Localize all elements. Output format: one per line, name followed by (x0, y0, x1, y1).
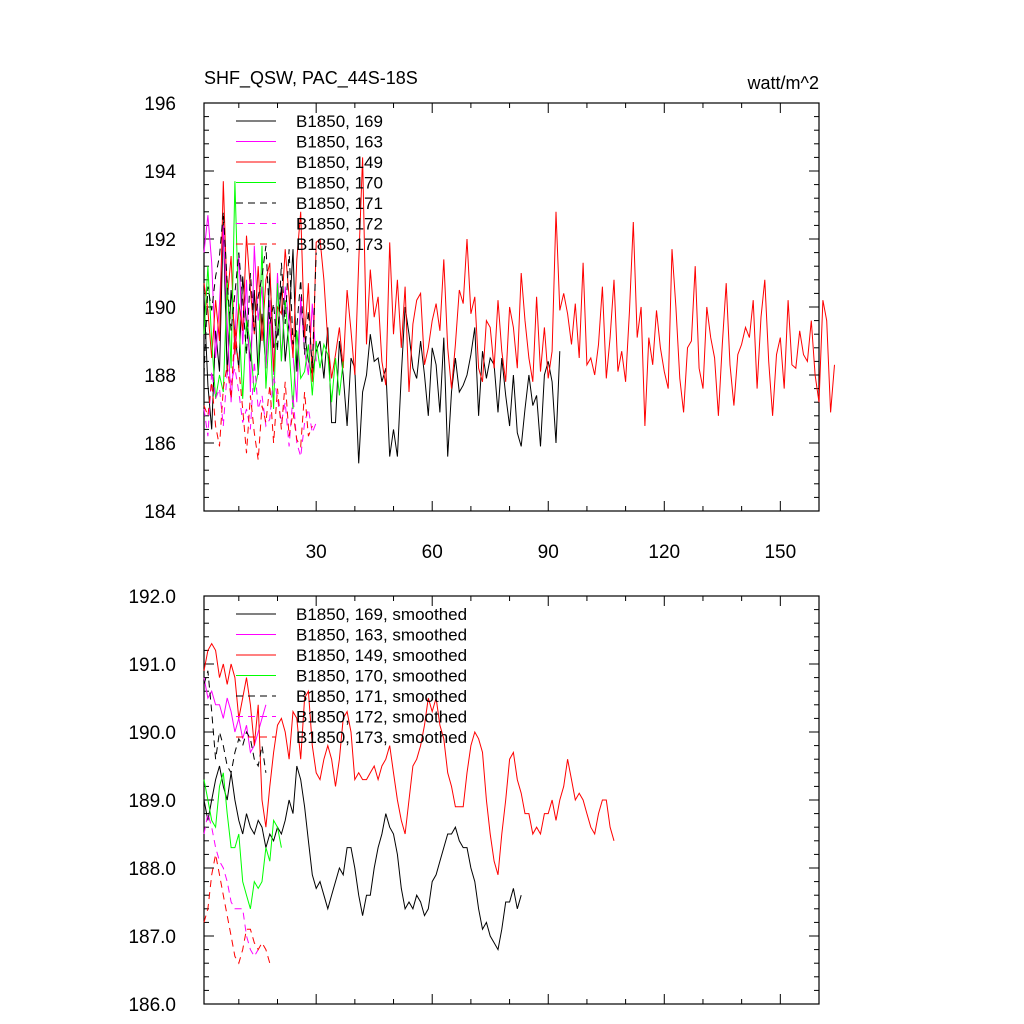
y-tick-label: 192 (144, 230, 176, 251)
y-tick-label: 189.0 (128, 791, 176, 812)
y-tick-label: 191.0 (128, 655, 176, 676)
x-tick-label: 60 (422, 542, 443, 563)
x-tick-label: 120 (648, 542, 680, 563)
bottom-legend: B1850, 169, smoothed B1850, 163, smoothed… (236, 605, 467, 747)
y-tick-label: 196 (144, 94, 176, 115)
series-line-5 (203, 670, 267, 775)
legend-label-1: B1850, 169, smoothed (296, 605, 467, 624)
series-line-4 (203, 772, 282, 909)
y-tick-label: 188 (144, 366, 176, 387)
y-tick-label: 190 (144, 298, 176, 319)
series-line-7 (203, 854, 271, 965)
series-line-1 (203, 765, 522, 952)
top-axis-ticks: 184 186 188 190 192 194 196 30 60 90 120 150 (144, 94, 819, 563)
legend-label-1: B1850, 169 (296, 112, 383, 131)
legend-label-3: B1850, 149, smoothed (296, 646, 467, 665)
legend-label-5: B1850, 171, smoothed (296, 687, 467, 706)
bottom-axis-ticks: 186.0 187.0 188.0 189.0 190.0 191.0 192.0 (128, 587, 819, 1016)
y-tick-label: 187.0 (128, 927, 176, 948)
series-line-6 (203, 813, 259, 958)
legend-label-7: B1850, 173, smoothed (296, 728, 467, 747)
chart-title: SHF_QSW, PAC_44S-18S (204, 68, 418, 89)
y-tick-label: 194 (144, 162, 176, 183)
y-tick-label: 186.0 (128, 995, 176, 1016)
units-label: watt/m^2 (747, 73, 819, 93)
series-line-5 (203, 211, 317, 376)
series-line-3 (203, 157, 835, 427)
legend-label-6: B1850, 172 (296, 215, 383, 234)
x-tick-label: 30 (306, 542, 327, 563)
series-line-2 (203, 677, 267, 754)
x-tick-label: 90 (538, 542, 559, 563)
legend-label-2: B1850, 163, smoothed (296, 626, 467, 645)
legend-label-6: B1850, 172, smoothed (296, 708, 467, 727)
series-line-7 (203, 327, 313, 461)
y-tick-label: 188.0 (128, 859, 176, 880)
series-line-1 (203, 221, 561, 464)
y-tick-label: 184 (144, 502, 176, 523)
series-line-6 (203, 361, 317, 457)
y-tick-label: 190.0 (128, 723, 176, 744)
series-line-3 (203, 642, 615, 875)
bottom-series-group (203, 642, 615, 965)
legend-label-5: B1850, 171 (296, 194, 383, 213)
top-series-group (203, 157, 835, 464)
legend-label-3: B1850, 149 (296, 153, 383, 172)
x-tick-label: 150 (764, 542, 796, 563)
legend-label-4: B1850, 170 (296, 174, 383, 193)
y-tick-label: 186 (144, 434, 176, 455)
legend-label-2: B1850, 163 (296, 133, 383, 152)
legend-label-7: B1850, 173 (296, 235, 383, 254)
y-tick-label: 192.0 (128, 587, 176, 608)
legend-label-4: B1850, 170, smoothed (296, 667, 467, 686)
